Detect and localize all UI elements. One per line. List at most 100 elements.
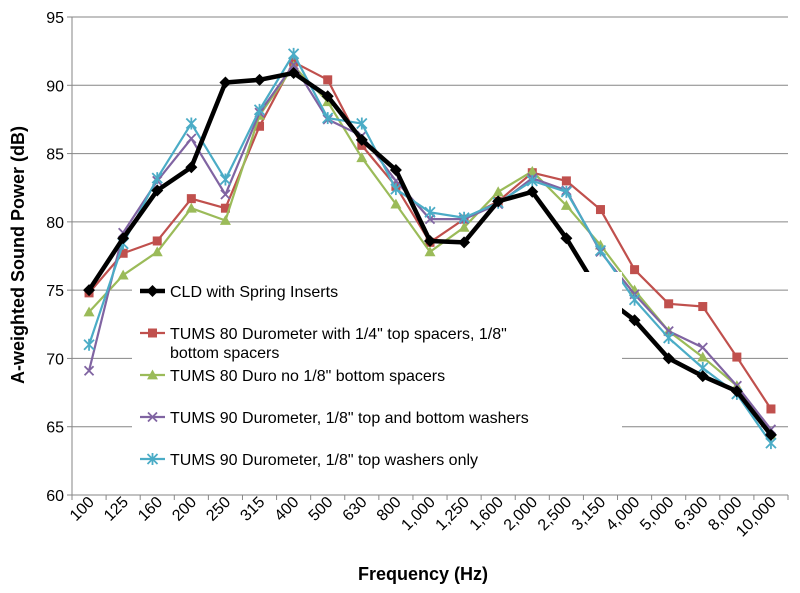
data-point	[356, 152, 368, 163]
legend-item: TUMS 80 Duro no 1/8" bottom spacers	[140, 368, 445, 385]
data-point	[492, 186, 504, 197]
x-tick-label: 1,250	[433, 494, 473, 534]
legend-item: TUMS 90 Durometer, 1/8" top and bottom w…	[140, 410, 529, 427]
data-point	[151, 172, 163, 185]
legend-label: TUMS 80 Duro no 1/8" bottom spacers	[170, 368, 445, 385]
data-point	[287, 66, 300, 79]
data-point	[220, 203, 230, 213]
x-tick-label: 5,000	[637, 494, 677, 534]
legend-background	[132, 272, 622, 478]
data-point	[492, 195, 505, 208]
data-point	[287, 47, 300, 60]
x-axis-title: Frequency (Hz)	[358, 564, 488, 584]
data-point	[594, 244, 607, 257]
y-tick-label: 60	[46, 488, 64, 505]
data-point	[390, 198, 402, 209]
data-point	[186, 133, 197, 144]
data-point	[662, 352, 675, 365]
data-point	[732, 352, 742, 362]
data-point	[628, 314, 641, 327]
y-tick-label: 75	[46, 283, 64, 300]
x-tick-label: 1,600	[467, 494, 507, 534]
data-point	[697, 342, 708, 353]
series-group	[83, 47, 777, 450]
data-point	[697, 351, 709, 362]
data-point	[630, 265, 640, 275]
legend-marker	[147, 369, 158, 380]
data-point	[458, 211, 470, 224]
data-point	[253, 73, 266, 86]
legend-marker	[146, 285, 159, 297]
data-point	[151, 246, 163, 257]
data-point	[696, 370, 709, 383]
data-point	[219, 76, 232, 89]
data-point	[560, 232, 573, 245]
data-point	[356, 117, 368, 130]
data-point	[663, 331, 675, 344]
data-point	[185, 161, 198, 174]
data-point	[253, 103, 266, 116]
data-point	[730, 385, 743, 398]
y-tick-label: 70	[46, 351, 64, 368]
data-point	[118, 248, 128, 258]
y-tick-label: 95	[46, 10, 64, 27]
data-point	[220, 189, 231, 200]
data-point	[595, 205, 605, 215]
data-point	[355, 133, 368, 146]
data-point	[458, 236, 471, 249]
data-point	[424, 206, 436, 219]
data-point	[151, 184, 164, 197]
y-tick-label: 80	[46, 215, 64, 232]
data-point	[458, 221, 470, 232]
data-point	[117, 269, 129, 280]
x-tick-label: 4,000	[603, 494, 643, 534]
legend-label: TUMS 90 Durometer, 1/8" top washers only	[170, 452, 478, 469]
data-point	[83, 306, 95, 317]
data-point	[152, 236, 162, 246]
y-tick-label: 65	[46, 420, 64, 437]
y-tick-label: 85	[46, 147, 64, 164]
legend-label: TUMS 80 Durometer with 1/4" top spacers,…	[170, 326, 507, 362]
x-axis-ticks: 100 125 160 200 250 315 400 500 630 8001,0001,250…	[67, 494, 789, 540]
data-point	[390, 183, 402, 196]
y-axis-ticks: 60 65 70 75 80 85 90 95	[46, 10, 72, 505]
data-point	[560, 199, 572, 210]
data-point	[628, 293, 641, 306]
x-tick-label: 1,000	[398, 494, 438, 534]
legend-marker	[146, 453, 159, 465]
x-tick-label: 6,300	[671, 494, 711, 534]
y-axis-title: A-weighted Sound Power (dB)	[8, 126, 28, 384]
y-tick-label: 90	[46, 78, 64, 95]
series-1	[83, 66, 777, 441]
data-point	[117, 232, 130, 245]
data-point	[389, 163, 402, 176]
legend-label: CLD with Spring Inserts	[170, 284, 338, 301]
x-tick-label: 3,150	[569, 494, 609, 534]
data-point	[764, 428, 777, 441]
data-point	[323, 75, 333, 85]
data-point	[664, 299, 674, 309]
legend-marker	[148, 328, 157, 338]
legend: CLD with Spring Inserts TUMS 80 Durometer…	[132, 272, 622, 478]
data-point	[321, 90, 334, 103]
x-tick-label: 2,000	[501, 494, 541, 534]
data-point	[322, 112, 334, 125]
legend-item: TUMS 90 Durometer, 1/8" top washers only	[140, 452, 478, 469]
legend-item: CLD with Spring Inserts	[140, 284, 338, 301]
data-point	[83, 338, 95, 351]
data-point	[561, 176, 571, 186]
data-point	[424, 234, 436, 247]
data-point	[560, 185, 573, 198]
data-point	[255, 121, 265, 131]
legend-label: TUMS 90 Durometer, 1/8" top and bottom w…	[170, 410, 529, 427]
data-point	[219, 173, 232, 186]
data-point	[219, 214, 231, 225]
data-point	[698, 302, 708, 312]
legend-marker	[147, 411, 158, 423]
data-point	[424, 246, 436, 257]
data-point	[83, 284, 96, 297]
data-point	[185, 117, 197, 130]
data-point	[526, 174, 538, 187]
